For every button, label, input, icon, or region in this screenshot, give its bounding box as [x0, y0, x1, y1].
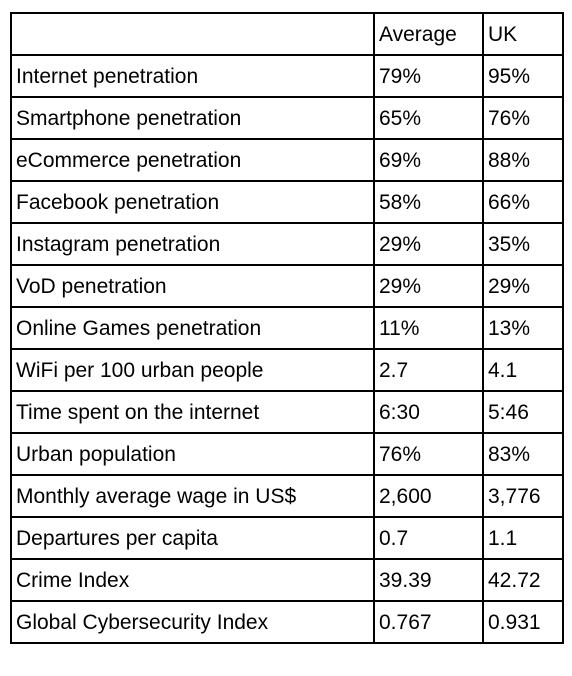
comparison-table-container: Average UK Internet penetration 79% 95% Sma…: [10, 12, 564, 644]
table-row: Time spent on the internet 6:30 5:46: [10, 390, 564, 434]
table-row: Online Games penetration 11% 13%: [10, 306, 564, 350]
average-value-cell: 29%: [373, 222, 484, 266]
average-value-cell: 0.7: [373, 516, 484, 560]
average-value-cell: 58%: [373, 180, 484, 224]
metric-label-cell: Instagram penetration: [10, 222, 375, 266]
average-value-cell: 2.7: [373, 348, 484, 392]
metric-label-cell: Urban population: [10, 432, 375, 476]
table-row: Monthly average wage in US$ 2,600 3,776: [10, 474, 564, 518]
average-value-cell: 79%: [373, 54, 484, 98]
comparison-table: Average UK Internet penetration 79% 95% Sma…: [10, 12, 564, 644]
metric-label-cell: Monthly average wage in US$: [10, 474, 375, 518]
uk-value-cell: 5:46: [482, 390, 564, 434]
metric-label-cell: Global Cybersecurity Index: [10, 600, 375, 644]
table-row: Global Cybersecurity Index 0.767 0.931: [10, 600, 564, 644]
uk-value-cell: 95%: [482, 54, 564, 98]
table-row: WiFi per 100 urban people 2.7 4.1: [10, 348, 564, 392]
metric-label-cell: Time spent on the internet: [10, 390, 375, 434]
table-row: Departures per capita 0.7 1.1: [10, 516, 564, 560]
header-cell-average: Average: [373, 12, 484, 56]
uk-value-cell: 66%: [482, 180, 564, 224]
metric-label-cell: Smartphone penetration: [10, 96, 375, 140]
metric-label-cell: eCommerce penetration: [10, 138, 375, 182]
metric-label-cell: WiFi per 100 urban people: [10, 348, 375, 392]
table-header-row: Average UK: [10, 12, 564, 56]
average-value-cell: 6:30: [373, 390, 484, 434]
metric-label-cell: Online Games penetration: [10, 306, 375, 350]
uk-value-cell: 4.1: [482, 348, 564, 392]
header-cell-uk: UK: [482, 12, 564, 56]
uk-value-cell: 42.72: [482, 558, 564, 602]
uk-value-cell: 3,776: [482, 474, 564, 518]
uk-value-cell: 35%: [482, 222, 564, 266]
table-body: Average UK Internet penetration 79% 95% Sma…: [10, 12, 564, 644]
header-cell-metric: [10, 12, 375, 56]
uk-value-cell: 76%: [482, 96, 564, 140]
table-row: Urban population 76% 83%: [10, 432, 564, 476]
uk-value-cell: 0.931: [482, 600, 564, 644]
uk-value-cell: 83%: [482, 432, 564, 476]
average-value-cell: 2,600: [373, 474, 484, 518]
average-value-cell: 39.39: [373, 558, 484, 602]
metric-label-cell: Departures per capita: [10, 516, 375, 560]
table-row: Instagram penetration 29% 35%: [10, 222, 564, 266]
metric-label-cell: VoD penetration: [10, 264, 375, 308]
table-row: eCommerce penetration 69% 88%: [10, 138, 564, 182]
metric-label-cell: Crime Index: [10, 558, 375, 602]
table-row: Internet penetration 79% 95%: [10, 54, 564, 98]
average-value-cell: 29%: [373, 264, 484, 308]
uk-value-cell: 13%: [482, 306, 564, 350]
average-value-cell: 76%: [373, 432, 484, 476]
average-value-cell: 65%: [373, 96, 484, 140]
metric-label-cell: Internet penetration: [10, 54, 375, 98]
average-value-cell: 69%: [373, 138, 484, 182]
uk-value-cell: 1.1: [482, 516, 564, 560]
average-value-cell: 0.767: [373, 600, 484, 644]
table-row: VoD penetration 29% 29%: [10, 264, 564, 308]
uk-value-cell: 29%: [482, 264, 564, 308]
metric-label-cell: Facebook penetration: [10, 180, 375, 224]
uk-value-cell: 88%: [482, 138, 564, 182]
average-value-cell: 11%: [373, 306, 484, 350]
table-row: Facebook penetration 58% 66%: [10, 180, 564, 224]
table-row: Crime Index 39.39 42.72: [10, 558, 564, 602]
table-row: Smartphone penetration 65% 76%: [10, 96, 564, 140]
